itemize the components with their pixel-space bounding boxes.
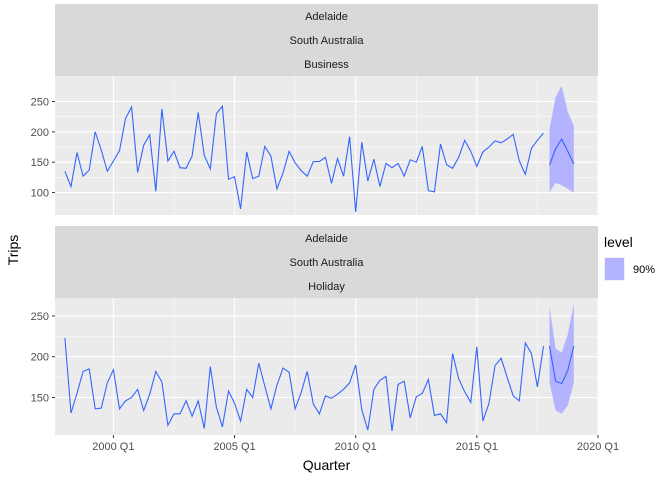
- y-tick-label: 250: [31, 311, 49, 323]
- legend-entry-label: 90%: [633, 264, 655, 276]
- facet-strip: [55, 28, 598, 52]
- series-line-observed: [64, 337, 545, 431]
- x-tick-label: 2005 Q1: [213, 441, 255, 453]
- x-tick-label: 2010 Q1: [335, 441, 377, 453]
- facet-strip-label: Business: [304, 59, 349, 71]
- facet-strip-label: South Australia: [290, 257, 365, 269]
- y-tick-label: 200: [31, 127, 49, 139]
- series-line-forecast: [548, 137, 575, 166]
- facet-strip-label: Adelaide: [305, 233, 348, 245]
- plot-panel: [55, 298, 598, 435]
- facet-strip-label: Adelaide: [305, 11, 348, 23]
- forecast-interval-band: [549, 303, 574, 414]
- x-tick-label: 2015 Q1: [456, 441, 498, 453]
- series-line-forecast: [548, 345, 575, 385]
- x-tick-label: 2020 Q1: [577, 441, 619, 453]
- legend-title: level: [604, 234, 633, 250]
- facet-strip-label: South Australia: [290, 35, 365, 47]
- facet-strip: [55, 226, 598, 250]
- plot-panel: [55, 76, 598, 215]
- x-axis-title: Quarter: [303, 457, 351, 473]
- facet-strip-label: Holiday: [308, 281, 345, 293]
- facet-strip: [55, 274, 598, 298]
- y-tick-label: 200: [31, 352, 49, 364]
- facet-strip: [55, 4, 598, 28]
- y-tick-label: 150: [31, 392, 49, 404]
- facet-strip: [55, 52, 598, 76]
- y-tick-label: 150: [31, 157, 49, 169]
- series-line-observed: [64, 104, 544, 213]
- y-tick-label: 100: [31, 188, 49, 200]
- facet-strip: [55, 250, 598, 274]
- y-axis-title: Trips: [5, 235, 21, 266]
- x-tick-label: 2000 Q1: [92, 441, 134, 453]
- legend-key-swatch: [605, 258, 624, 280]
- y-tick-label: 250: [31, 96, 49, 108]
